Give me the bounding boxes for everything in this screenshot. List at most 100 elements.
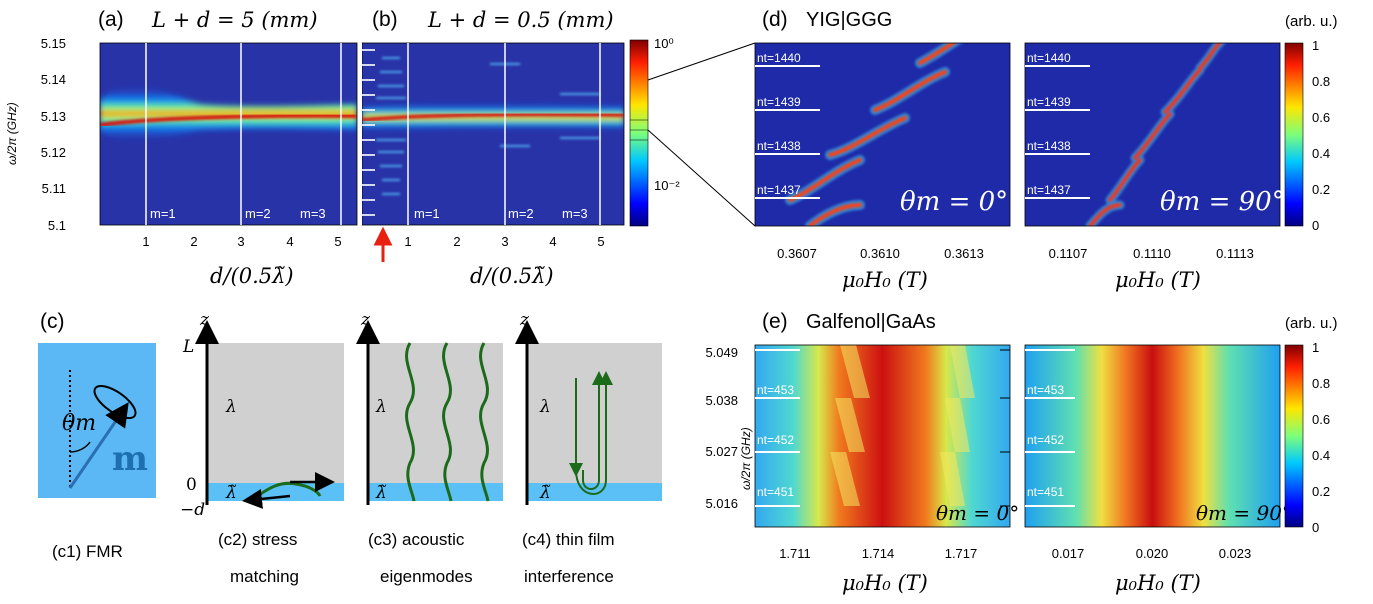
ytick-a-514: 5.14: [41, 72, 66, 87]
x-ticks-e-right: 0.017 0.020 0.023: [1052, 546, 1252, 561]
mode-label-a-3: m=3: [300, 206, 326, 221]
svg-text:1: 1: [142, 234, 149, 249]
theta-label-d-left: θm = 0°: [900, 187, 1008, 217]
ytick-a-511: 5.11: [42, 181, 66, 196]
nt-label-d-left-1440: nt=1440: [757, 51, 801, 65]
c2-minus-d: −d: [180, 500, 205, 520]
c1-caption: (c1) FMR: [52, 542, 123, 561]
theta-label-d-right: θm = 90°: [1160, 187, 1285, 217]
cbar-e-1: 1: [1312, 340, 1319, 355]
panel-d-label: (d): [762, 8, 788, 31]
c4-caption-1: (c4) thin film: [522, 530, 615, 549]
cbar-d-04: 0.4: [1312, 146, 1330, 161]
x-ticks-d-right: 0.1107 0.1110 0.1113: [1049, 246, 1254, 261]
colorbar-e: 1 0.8 0.6 0.4 0.2 0: [1285, 340, 1330, 535]
svg-text:0.3610: 0.3610: [860, 246, 900, 261]
cbar-d-08: 0.8: [1312, 74, 1330, 89]
theta-label-e-left: θm = 0°: [936, 501, 1019, 525]
nt-label-e-left-453: nt=453: [757, 383, 794, 397]
panel-b-label: (b): [372, 8, 398, 31]
c4-lambda-t: λ̃: [539, 483, 551, 503]
svg-text:0.020: 0.020: [1136, 546, 1169, 561]
svg-text:5: 5: [597, 234, 604, 249]
svg-text:0.1110: 0.1110: [1133, 246, 1171, 261]
fmr-theta-label: θm: [62, 411, 96, 436]
svg-text:0.017: 0.017: [1052, 546, 1085, 561]
theta-label-e-right: θm = 90°: [1196, 501, 1292, 525]
nt-label-e-right-453: nt=453: [1027, 383, 1064, 397]
svg-text:0.023: 0.023: [1219, 546, 1252, 561]
c3-caption-1: (c3) acoustic: [368, 530, 465, 549]
nt-label-d-right-1438: nt=1438: [1027, 139, 1071, 153]
cbar-e-0: 0: [1312, 520, 1319, 535]
panel-c4: z λ λ̃ (c4) thin film interference: [519, 310, 662, 586]
x-ticks-e-left: 1.711 1.714 1.717: [779, 546, 977, 561]
c2-lambda: λ: [225, 397, 237, 417]
panel-e: (e) Galfenol|GaAs (arb. u.) nt=453: [705, 310, 1337, 595]
ytick-a-515: 5.15: [41, 36, 66, 51]
arb-units-e: (arb. u.): [1285, 315, 1338, 332]
c2-caption-2: matching: [230, 567, 299, 586]
ytick-e-5038: 5.038: [705, 393, 738, 408]
svg-text:2: 2: [453, 234, 460, 249]
svg-text:1.714: 1.714: [862, 546, 895, 561]
panel-e-title: Galfenol|GaAs: [806, 311, 936, 333]
c4-caption-2: interference: [524, 567, 614, 586]
cbar-d-0: 0: [1312, 218, 1319, 233]
colorbar-ab: 10⁰ 10⁻²: [630, 36, 680, 226]
panel-c2: z L 0 −d λ λ̃ (c2) stress matching: [180, 310, 344, 586]
svg-text:4: 4: [549, 234, 556, 249]
nt-label-d-right-1437: nt=1437: [1027, 183, 1071, 197]
x-ticks-a: 1 2 3 4 5: [142, 234, 341, 249]
panel-c-label: (c): [40, 310, 65, 333]
x-ticks-d-left: 0.3607 0.3610 0.3613: [777, 246, 984, 261]
svg-text:0.3607: 0.3607: [777, 246, 817, 261]
panel-c3: z λ λ̃ (c3) acoustic eigenmodes: [360, 310, 503, 586]
svg-text:1.717: 1.717: [945, 546, 978, 561]
cbar-d-02: 0.2: [1312, 182, 1330, 197]
panel-b: (b) L + d = 0.5 (mm): [361, 8, 624, 288]
ylabel-ab: ω/2π (GHz): [5, 102, 19, 165]
svg-text:4: 4: [286, 234, 293, 249]
xlabel-a: d/(0.5λ̃): [210, 264, 294, 288]
cbar-e-04: 0.4: [1312, 448, 1330, 463]
nt-label-d-left-1439: nt=1439: [757, 95, 801, 109]
c3-lambda: λ: [375, 397, 387, 417]
nt-label-e-right-452: nt=452: [1027, 433, 1064, 447]
c3-lambda-t: λ̃: [375, 483, 387, 503]
cbar-e-06: 0.6: [1312, 412, 1330, 427]
svg-text:1.711: 1.711: [779, 546, 811, 561]
nt-label-d-left-1437: nt=1437: [757, 183, 801, 197]
svg-text:2: 2: [190, 234, 197, 249]
c2-zero: 0: [186, 475, 197, 495]
svg-text:0.1107: 0.1107: [1049, 246, 1088, 261]
panel-b-title: L + d = 0.5 (mm): [427, 8, 614, 32]
mode-label-b-3: m=3: [562, 206, 588, 221]
ylabel-e: ω/2π (GHz): [739, 427, 753, 490]
mode-label-b-2: m=2: [508, 206, 534, 221]
c2-lambda-t: λ̃: [225, 483, 237, 503]
xlabel-e-left: μ₀H₀ (T): [842, 571, 928, 595]
mode-label-a-1: m=1: [150, 206, 176, 221]
xlabel-e-right: μ₀H₀ (T): [1115, 571, 1201, 595]
c2-L: L: [182, 337, 194, 357]
cbar-d-1: 1: [1312, 38, 1319, 53]
mode-label-a-2: m=2: [245, 206, 271, 221]
y-ticks-e: 5.049 5.038 5.027 5.016: [705, 345, 738, 511]
nt-label-d-left-1438: nt=1438: [757, 139, 801, 153]
y-ticks-a: 5.15 5.14 5.13 5.12 5.11 5.1: [41, 36, 66, 233]
cbar-e-08: 0.8: [1312, 376, 1330, 391]
xlabel-d-left: μ₀H₀ (T): [842, 268, 928, 292]
svg-text:1: 1: [404, 234, 411, 249]
svg-text:3: 3: [237, 234, 244, 249]
colorbar-d: 1 0.8 0.6 0.4 0.2 0: [1285, 38, 1330, 233]
nt-label-e-left-452: nt=452: [757, 433, 794, 447]
panel-a-label: (a): [98, 8, 124, 31]
nt-label-e-right-451: nt=451: [1027, 485, 1064, 499]
cbar-e-02: 0.2: [1312, 484, 1330, 499]
arb-units-d: (arb. u.): [1285, 13, 1338, 30]
ytick-a-512: 5.12: [41, 145, 66, 160]
ytick-e-5027: 5.027: [705, 444, 738, 459]
panel-c: (c) θm m (c1) FMR z L 0 −d λ λ̃ (c2): [38, 310, 662, 586]
